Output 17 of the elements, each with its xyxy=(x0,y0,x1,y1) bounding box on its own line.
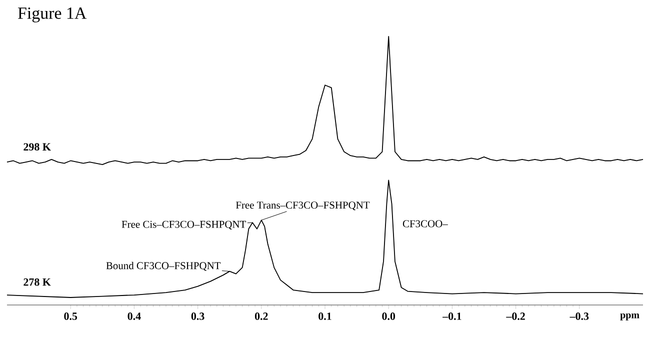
x-tick-label: –0.2 xyxy=(506,312,525,320)
x-tick-label: 0.3 xyxy=(191,312,204,320)
x-tick-label: –0.3 xyxy=(570,312,589,320)
x-tick-label: 0.1 xyxy=(318,312,332,320)
x-tick-label: –0.1 xyxy=(442,312,462,320)
annotation: Free Cis–CF3CO–FSHPQNT xyxy=(122,220,246,230)
x-tick-label: 0.4 xyxy=(128,312,141,320)
series-label: 298 K xyxy=(24,143,51,151)
x-axis-title: ppm xyxy=(620,314,640,320)
annotation: Bound CF3CO–FSHPQNT xyxy=(106,262,221,271)
x-tick-label: 0.0 xyxy=(382,312,396,320)
annotation: CF3COO– xyxy=(402,220,448,228)
chart-title: Figure 1A xyxy=(18,8,87,22)
x-tick-label: 0.2 xyxy=(254,312,268,320)
annotation: Free Trans–CF3CO–FSHPQNT xyxy=(236,202,370,210)
series-label: 278 K xyxy=(24,278,51,286)
x-tick-label: 0.5 xyxy=(64,312,78,320)
